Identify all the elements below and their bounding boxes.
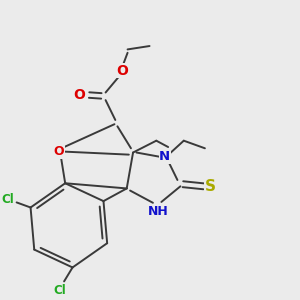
- Text: Cl: Cl: [53, 284, 66, 297]
- Text: O: O: [74, 88, 85, 102]
- Text: O: O: [53, 145, 64, 158]
- Text: NH: NH: [148, 205, 169, 218]
- Text: Cl: Cl: [1, 193, 14, 206]
- Text: O: O: [116, 64, 128, 77]
- Text: N: N: [159, 150, 170, 163]
- Text: S: S: [205, 179, 215, 194]
